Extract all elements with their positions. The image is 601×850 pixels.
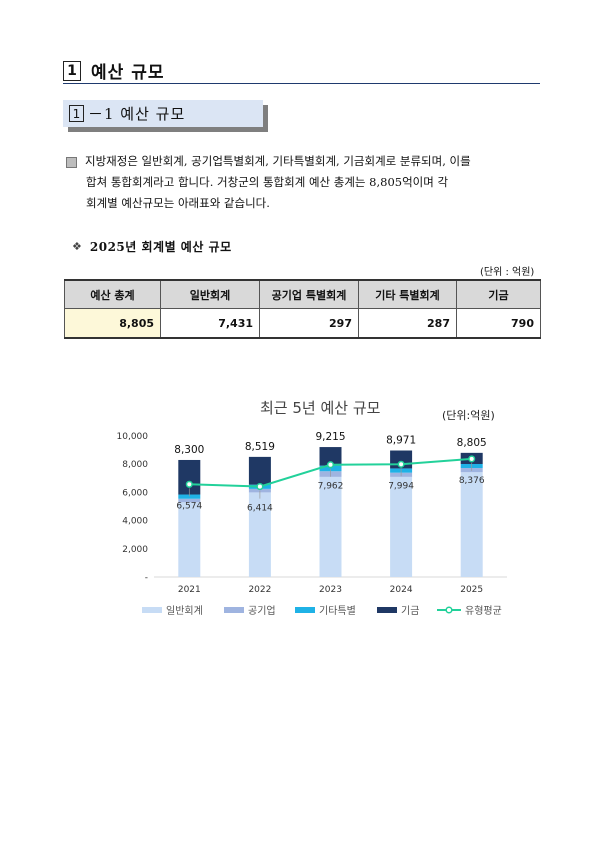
- total-label: 9,215: [315, 431, 345, 443]
- table-header-cell: 공기업 특별회계: [259, 279, 359, 309]
- heading-underline: [63, 83, 540, 84]
- legend-swatch: [295, 607, 315, 613]
- average-point: [256, 483, 264, 491]
- bar-segment: [178, 498, 201, 503]
- bar-segment: [178, 459, 201, 495]
- table-cell: 7,431: [160, 308, 260, 339]
- table-header-row: 예산 총계 일반회계 공기업 특별회계 기타 특별회계 기금: [64, 279, 541, 309]
- table-title: ❖ 2025년 회계별 예산 규모: [72, 238, 232, 255]
- x-tick-label: 2022: [248, 585, 271, 595]
- bar-segment: [319, 476, 342, 577]
- legend-swatch: [142, 607, 162, 613]
- table-header-cell: 기타 특별회계: [358, 279, 457, 309]
- legend-label: 유형평균: [465, 605, 502, 617]
- diamond-bullet-icon: ❖: [72, 240, 82, 253]
- bar-segment: [319, 465, 342, 472]
- legend-label: 일반회계: [166, 605, 203, 617]
- chart-unit: (단위:억원): [442, 409, 495, 422]
- legend-swatch: [224, 607, 244, 613]
- subsection-number: 1: [69, 105, 84, 122]
- legend-label: 기금: [401, 605, 419, 617]
- table-unit: (단위 : 억원): [480, 267, 535, 278]
- paragraph-line: 지방재정은 일반회계, 공기업특별회계, 기타특별회계, 기금회계로 분류되며,…: [66, 151, 546, 172]
- table-cell: 287: [358, 308, 457, 339]
- total-label: 8,519: [245, 441, 275, 453]
- average-point: [468, 455, 476, 463]
- x-tick-label: 2025: [460, 585, 483, 595]
- legend-line-marker: [445, 606, 453, 614]
- average-label: 8,376: [459, 476, 485, 486]
- section-heading: 1 예산 규모: [63, 58, 164, 83]
- table-cell: 297: [259, 308, 359, 339]
- legend-swatch: [377, 607, 397, 613]
- table-header-cell: 예산 총계: [64, 279, 161, 309]
- section-number: 1: [63, 60, 81, 81]
- bar-segment: [178, 502, 201, 577]
- average-point: [397, 460, 405, 468]
- bar-segment: [390, 476, 413, 577]
- x-tick-label: 2023: [319, 585, 342, 595]
- table-title-text: 2025년 회계별 예산 규모: [89, 240, 232, 254]
- average-label: 6,414: [247, 504, 273, 514]
- plot-area: - 2,000 4,000 6,000 8,000 10,000 2021 8,300 2022…: [117, 431, 507, 617]
- legend-label: 기타특별: [319, 605, 356, 617]
- y-tick-label: 2,000: [122, 545, 148, 555]
- y-tick-label: 4,000: [122, 517, 148, 527]
- average-label: 7,994: [388, 481, 414, 491]
- table-row: 8,805 7,431 297 287 790: [64, 308, 541, 339]
- budget-chart: 최근 5년 예산 규모 (단위:억원) - 2,000 4,000 6,000 8,00…: [117, 399, 507, 617]
- bar-segment: [248, 456, 271, 485]
- y-tick-label: 10,000: [117, 432, 149, 442]
- subsection-title: －1 예산 규모: [88, 105, 186, 123]
- average-label: 6,574: [176, 501, 202, 511]
- chart-title: 최근 5년 예산 규모: [260, 399, 381, 417]
- total-label: 8,805: [457, 437, 487, 449]
- y-tick-label: 6,000: [122, 488, 148, 498]
- budget-table: 예산 총계 일반회계 공기업 특별회계 기타 특별회계 기금 8,805 7,4…: [64, 279, 541, 339]
- subsection-box: 1 －1 예산 규모: [63, 100, 263, 127]
- square-bullet-icon: [66, 156, 77, 168]
- bar-segment: [248, 492, 271, 577]
- x-tick-label: 2024: [390, 585, 413, 595]
- total-label: 8,300: [174, 444, 204, 456]
- average-label: 7,962: [318, 482, 344, 492]
- intro-paragraph: 지방재정은 일반회계, 공기업특별회계, 기타특별회계, 기금회계로 분류되며,…: [66, 151, 546, 214]
- y-tick-label: -: [145, 573, 148, 583]
- average-point: [326, 461, 335, 469]
- table-header-cell: 일반회계: [160, 279, 260, 309]
- legend-label: 공기업: [248, 604, 276, 617]
- paragraph-line: 회계별 예산규모는 아래표와 같습니다.: [86, 196, 270, 210]
- bar-segment: [460, 472, 483, 577]
- bar-segment: [178, 494, 201, 499]
- bar-segment: [319, 447, 342, 466]
- table-cell-total: 8,805: [64, 308, 161, 339]
- table-cell: 790: [456, 308, 541, 339]
- subsection-heading: 1 －1 예산 규모: [63, 100, 268, 132]
- y-tick-label: 8,000: [122, 460, 148, 470]
- average-point: [185, 480, 193, 488]
- paragraph-line: 합쳐 통합회계라고 합니다. 거창군의 통합회계 예산 총계는 8,805억이며…: [86, 175, 449, 189]
- x-tick-label: 2021: [178, 585, 201, 595]
- total-label: 8,971: [386, 435, 416, 447]
- table-header-cell: 기금: [456, 279, 541, 309]
- section-title: 예산 규모: [91, 63, 165, 83]
